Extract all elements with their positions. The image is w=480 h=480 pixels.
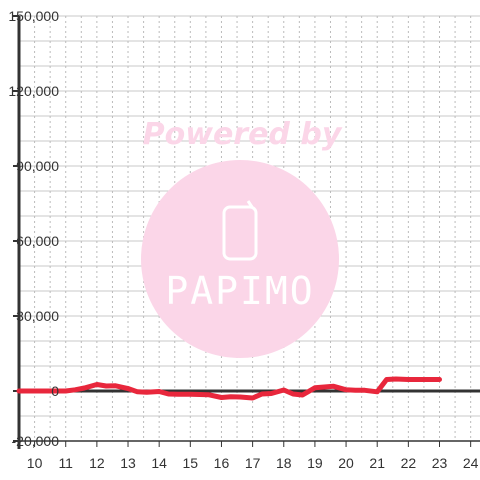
- x-tick-label: 21: [369, 455, 385, 471]
- x-tick-label: 11: [58, 455, 73, 471]
- y-tick-label: 30,000: [16, 308, 59, 324]
- y-tick-label: 0: [51, 383, 59, 399]
- watermark: Powered by PAPIMO: [141, 117, 343, 358]
- y-tick-label: 150,000: [8, 8, 59, 24]
- x-tick-label: 16: [214, 455, 230, 471]
- y-tick-label: 90,000: [16, 158, 59, 174]
- x-tick-label: 17: [245, 455, 261, 471]
- x-tick-label: 24: [463, 455, 479, 471]
- grid-lines: [19, 15, 480, 442]
- y-tick-label: -20,000: [12, 433, 60, 449]
- x-tick-label: 12: [89, 455, 105, 471]
- x-tick-label: 15: [183, 455, 199, 471]
- watermark-text: Powered by: [143, 117, 343, 152]
- y-tick-label: 120,000: [8, 83, 59, 99]
- axes: [13, 15, 480, 449]
- x-tick-label: 22: [401, 455, 417, 471]
- x-tick-label: 13: [120, 455, 136, 471]
- y-tick-label: 60,000: [16, 233, 59, 249]
- x-tick-label: 10: [27, 455, 43, 471]
- phone-icon: [222, 200, 258, 261]
- watermark-logo: PAPIMO: [165, 269, 314, 313]
- series-line: [16, 376, 442, 401]
- x-tick-label: 18: [276, 455, 292, 471]
- x-tick-label: 20: [338, 455, 354, 471]
- series-layer: [16, 376, 442, 401]
- x-tick-label: 19: [307, 455, 323, 471]
- tick-labels: 150,000 120,000 90,000 60,000 30,000 0 -20,000…: [8, 8, 478, 471]
- x-tick-label: 14: [151, 455, 167, 471]
- x-tick-label: 23: [432, 455, 448, 471]
